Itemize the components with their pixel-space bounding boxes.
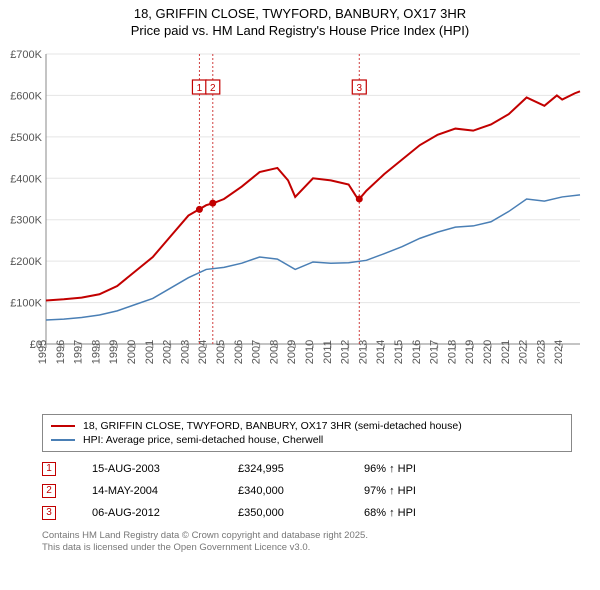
event-price-1: £324,995: [238, 463, 328, 475]
event-date-1: 15-AUG-2003: [92, 463, 202, 475]
event-date-3: 06-AUG-2012: [92, 507, 202, 519]
svg-text:2021: 2021: [500, 340, 512, 364]
title-line-2: Price paid vs. HM Land Registry's House …: [10, 23, 590, 40]
svg-text:£600K: £600K: [10, 90, 42, 102]
svg-text:2019: 2019: [464, 340, 476, 364]
svg-text:2003: 2003: [179, 340, 191, 364]
svg-text:2022: 2022: [518, 340, 530, 364]
legend: 18, GRIFFIN CLOSE, TWYFORD, BANBURY, OX1…: [42, 414, 572, 452]
svg-text:2015: 2015: [393, 340, 405, 364]
chart-container: 18, GRIFFIN CLOSE, TWYFORD, BANBURY, OX1…: [0, 0, 600, 554]
svg-text:£700K: £700K: [10, 49, 42, 61]
svg-text:2: 2: [210, 83, 216, 94]
svg-text:£100K: £100K: [10, 297, 42, 309]
footer-line-1: Contains HM Land Registry data © Crown c…: [42, 530, 572, 542]
event-row-3: 3 06-AUG-2012 £350,000 68% ↑ HPI: [42, 502, 572, 524]
svg-text:2023: 2023: [535, 340, 547, 364]
footer: Contains HM Land Registry data © Crown c…: [42, 530, 572, 555]
events-table: 1 15-AUG-2003 £324,995 96% ↑ HPI 2 14-MA…: [42, 458, 572, 524]
svg-text:2017: 2017: [429, 340, 441, 364]
svg-text:2012: 2012: [340, 340, 352, 364]
event-price-3: £350,000: [238, 507, 328, 519]
svg-text:£300K: £300K: [10, 214, 42, 226]
svg-text:£400K: £400K: [10, 173, 42, 185]
event-row-2: 2 14-MAY-2004 £340,000 97% ↑ HPI: [42, 480, 572, 502]
svg-text:2014: 2014: [375, 340, 387, 364]
svg-text:1999: 1999: [108, 340, 120, 364]
event-pct-1: 96% ↑ HPI: [364, 463, 454, 475]
event-date-2: 14-MAY-2004: [92, 485, 202, 497]
event-pct-2: 97% ↑ HPI: [364, 485, 454, 497]
legend-item-hpi: HPI: Average price, semi-detached house,…: [51, 433, 563, 447]
svg-text:2008: 2008: [268, 340, 280, 364]
svg-text:2010: 2010: [304, 340, 316, 364]
svg-text:2009: 2009: [286, 340, 298, 364]
svg-text:1: 1: [197, 83, 203, 94]
event-row-1: 1 15-AUG-2003 £324,995 96% ↑ HPI: [42, 458, 572, 480]
title-line-1: 18, GRIFFIN CLOSE, TWYFORD, BANBURY, OX1…: [10, 6, 590, 23]
event-num-box-2: 2: [42, 484, 56, 498]
event-price-2: £340,000: [238, 485, 328, 497]
svg-text:2018: 2018: [446, 340, 458, 364]
svg-text:1995: 1995: [37, 340, 49, 364]
svg-text:2011: 2011: [322, 340, 334, 364]
svg-text:2002: 2002: [162, 340, 174, 364]
svg-text:£200K: £200K: [10, 256, 42, 268]
svg-text:2020: 2020: [482, 340, 494, 364]
svg-text:2007: 2007: [251, 340, 263, 364]
svg-text:2024: 2024: [553, 340, 565, 364]
legend-label-hpi: HPI: Average price, semi-detached house,…: [83, 434, 323, 446]
chart-svg: £0£100K£200K£300K£400K£500K£600K£700K199…: [4, 48, 590, 408]
legend-swatch-property: [51, 425, 75, 427]
legend-swatch-hpi: [51, 439, 75, 441]
legend-item-property: 18, GRIFFIN CLOSE, TWYFORD, BANBURY, OX1…: [51, 419, 563, 433]
chart-plot-area: £0£100K£200K£300K£400K£500K£600K£700K199…: [4, 48, 592, 408]
svg-text:1998: 1998: [90, 340, 102, 364]
footer-line-2: This data is licensed under the Open Gov…: [42, 542, 572, 554]
event-num-box-1: 1: [42, 462, 56, 476]
event-pct-3: 68% ↑ HPI: [364, 507, 454, 519]
svg-text:£500K: £500K: [10, 132, 42, 144]
svg-text:2016: 2016: [411, 340, 423, 364]
svg-text:2000: 2000: [126, 340, 138, 364]
svg-text:2005: 2005: [215, 340, 227, 364]
title-block: 18, GRIFFIN CLOSE, TWYFORD, BANBURY, OX1…: [0, 0, 600, 44]
svg-text:2006: 2006: [233, 340, 245, 364]
svg-text:2001: 2001: [144, 340, 156, 364]
event-num-box-3: 3: [42, 506, 56, 520]
svg-text:1996: 1996: [55, 340, 67, 364]
svg-text:3: 3: [356, 83, 362, 94]
legend-label-property: 18, GRIFFIN CLOSE, TWYFORD, BANBURY, OX1…: [83, 420, 462, 432]
svg-text:1997: 1997: [73, 340, 85, 364]
